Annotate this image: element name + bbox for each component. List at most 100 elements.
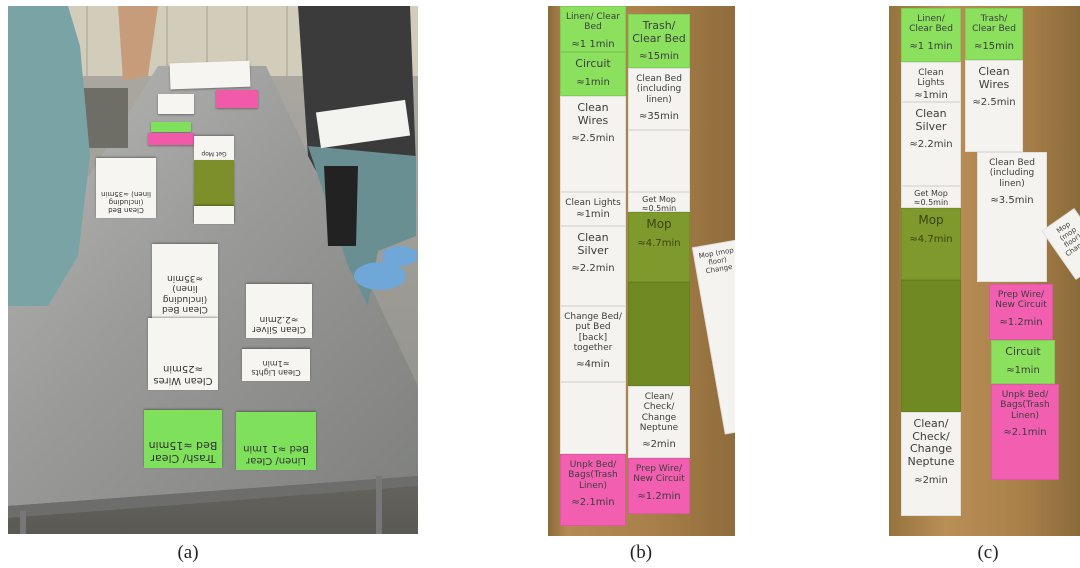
card-duration: ≈1.2min (637, 490, 681, 502)
photo-panel-a: Get Mop Clean Bed (including linen) ≈35m… (8, 6, 418, 534)
card-duration: ≈2.2min (571, 263, 615, 275)
card-duration: ≈1 1min (909, 40, 953, 52)
card-title: Unpk Bed/ Bags(Trash Linen) (568, 460, 618, 491)
card-duration: ≈2min (642, 439, 676, 451)
card-duration: ≈1min (576, 76, 610, 88)
side-note-mop: Mop (mop floor) Change (691, 239, 735, 435)
card-title: Clean Bed (including linen) (989, 158, 1035, 189)
card-clean-silver: Clean Silver ≈2.2min (901, 102, 961, 186)
card-title: Mop (918, 213, 944, 227)
card-title: Unpk Bed/ Bags(Trash Linen) (1000, 390, 1050, 421)
card-title: Get Mop (914, 189, 948, 198)
card-title: Clean/ Check/ Change Neptune (639, 392, 679, 434)
card-duration: ≈4.7min (637, 237, 681, 249)
card-mop: Mop ≈4.7min (901, 208, 961, 280)
note-clean-bed-left: Clean Bed (including linen) ≈35min (96, 158, 156, 218)
card-duration: ≈1 1min (571, 38, 615, 50)
card-get-mop: Get Mop ≈0.5min (901, 186, 961, 208)
card-title: Clean Wires (978, 65, 1010, 91)
card-mop-cont (628, 282, 690, 386)
card-title: Clean/ Check/ Change Neptune (907, 417, 955, 468)
card-circuit: Circuit ≈1min (991, 340, 1055, 384)
note-clean-bed-small (194, 206, 234, 224)
card-title: Clean Silver (577, 231, 609, 257)
card-title: Mop (646, 217, 672, 231)
card-title: Get Mop (642, 195, 676, 204)
note-trash-clear-bed: Trash/ Clear Bed ≈15min (144, 410, 222, 468)
card-duration: ≈0.5min (913, 198, 949, 208)
card-clean-silver: Clean Silver ≈2.2min (560, 226, 626, 306)
card-duration: ≈2.5min (571, 133, 615, 145)
note-clean-bed: Clean Bed (including linen) ≈35min (152, 244, 218, 318)
caption-b: (b) (629, 542, 653, 563)
card-duration: ≈2min (914, 474, 948, 486)
card-mop-cont (901, 280, 961, 412)
note-clean-lights: Clean Lights ≈1min (242, 349, 310, 381)
card-duration: ≈3.5min (990, 195, 1034, 207)
photo-panel-b: Linen/ Clear Bed ≈1 1min Circuit ≈1min C… (548, 6, 735, 536)
card-blank (560, 382, 626, 454)
caption-c: (c) (977, 542, 999, 563)
note-linen-clear-bed: Linen/ Clear Bed ≈1 1min (236, 412, 316, 470)
card-duration: ≈1min (576, 209, 610, 221)
card-unpk-bed: Unpk Bed/ Bags(Trash Linen) ≈2.1min (560, 454, 626, 526)
side-note-text: Mop (mop floor) Change (698, 246, 735, 276)
card-mop: Mop ≈4.7min (628, 212, 690, 282)
photo-panel-c: Linen/ Clear Bed ≈1 1min Clean Lights ≈1… (889, 6, 1080, 536)
side-note-text: Mop (mop floor) Change (1055, 220, 1080, 259)
card-clean-lights: Clean Lights ≈1min (901, 62, 961, 102)
card-duration: ≈2.5min (972, 97, 1016, 109)
sticky-note (151, 122, 191, 132)
sticky-note (216, 90, 258, 108)
card-duration: ≈15min (974, 40, 1014, 52)
card-prep-wire: Prep Wire/ New Circuit ≈1.2min (989, 284, 1053, 340)
card-duration: ≈4.7min (909, 233, 953, 245)
sticky-note (158, 94, 194, 114)
card-trash-clear-bed: Trash/ Clear Bed ≈15min (965, 8, 1023, 60)
card-title: Clean Lights (917, 68, 945, 89)
card-title: Clean Wires (577, 101, 609, 127)
card-duration: ≈2.1min (571, 497, 615, 509)
card-duration: ≈1min (1006, 364, 1040, 376)
card-circuit: Circuit ≈1min (560, 52, 626, 96)
paper-sheets (169, 60, 251, 90)
card-title: Clean Lights (565, 198, 621, 208)
caption-a: (a) (177, 542, 199, 563)
sticky-note (148, 133, 194, 145)
card-title: Trash/ Clear Bed (632, 19, 686, 45)
side-note-mop: Mop (mop floor) Change (1041, 207, 1080, 281)
card-duration: ≈2.1min (1003, 427, 1047, 439)
card-title: Clean Bed (including linen) (636, 74, 682, 105)
card-clean-lights: Clean Lights ≈1min (560, 192, 626, 226)
card-trash-clear-bed: Trash/ Clear Bed ≈15min (628, 14, 690, 68)
card-duration: ≈1.2min (999, 316, 1043, 328)
card-clean-bed: Clean Bed (including linen) ≈35min (628, 68, 690, 130)
card-clean-wires: Clean Wires ≈2.5min (965, 60, 1023, 152)
card-duration: ≈2.2min (909, 139, 953, 151)
card-title: Change Bed/ put Bed [back] together (564, 312, 622, 354)
card-title: Linen/ Clear Bed (566, 12, 620, 33)
card-clean-bed: Clean Bed (including linen) ≈3.5min (977, 152, 1047, 282)
note-get-mop: Get Mop (194, 136, 234, 160)
note-clean-wires: Clean Wires ≈25min (148, 318, 218, 390)
card-prep-wire: Prep Wire/ New Circuit ≈1.2min (628, 458, 690, 514)
card-clean-wires: Clean Wires ≈2.5min (560, 96, 626, 192)
card-title: Circuit (1005, 345, 1041, 358)
note-clean-silver: Clean Silver ≈2.2min (246, 284, 312, 338)
card-title: Prep Wire/ New Circuit (633, 464, 685, 485)
card-clean-check-change: Clean/ Check/ Change Neptune ≈2min (901, 412, 961, 516)
card-clean-check-change: Clean/ Check/ Change Neptune ≈2min (628, 386, 690, 458)
card-title: Clean Silver (915, 107, 947, 133)
card-change-bed: Change Bed/ put Bed [back] together ≈4mi… (560, 306, 626, 382)
card-blank (628, 130, 690, 192)
card-duration: ≈35min (639, 111, 679, 123)
card-title: Trash/ Clear Bed (972, 14, 1016, 35)
card-title: Prep Wire/ New Circuit (995, 290, 1047, 311)
card-title: Linen/ Clear Bed (909, 14, 953, 35)
card-duration: ≈15min (639, 51, 679, 63)
card-duration: ≈4min (576, 359, 610, 371)
card-duration: ≈0.5min (641, 204, 677, 214)
card-linen-clear-bed: Linen/ Clear Bed ≈1 1min (560, 6, 626, 52)
card-get-mop: Get Mop ≈0.5min (628, 192, 690, 214)
card-title: Circuit (575, 57, 611, 70)
